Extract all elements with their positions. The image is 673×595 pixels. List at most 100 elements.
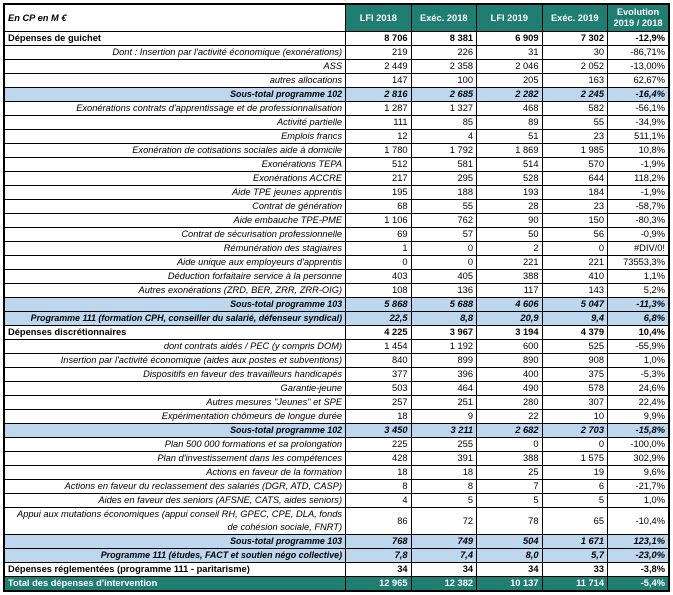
value-cell: 1 192 xyxy=(410,339,478,354)
value-cell: 23 xyxy=(541,129,609,144)
column-header-lfi-2018: LFI 2018 xyxy=(345,3,412,32)
value-cell: 23 xyxy=(541,199,609,214)
row-label: autres allocations xyxy=(3,73,347,88)
table-row: Aides en faveur des seniors (AFSNE, CATS… xyxy=(3,493,670,508)
value-cell: 251 xyxy=(410,395,478,410)
value-cell: 375 xyxy=(541,367,609,382)
value-cell: 0 xyxy=(345,255,412,270)
value-cell: 3 211 xyxy=(410,423,478,438)
table-row: Sous-total programme 102 2 816 2 685 2 282 2… xyxy=(3,87,670,102)
row-label: Dispositifs en faveur des travailleurs h… xyxy=(3,367,347,382)
value-cell: 28 xyxy=(476,199,543,214)
table-row: Emplois francs 12 4 51 23 511,1% xyxy=(3,129,670,144)
value-cell: 7 xyxy=(476,479,543,494)
value-cell: 55 xyxy=(541,115,609,130)
evolution-value: -16,4% xyxy=(607,87,670,102)
value-cell: 31 xyxy=(476,45,543,60)
value-cell: 600 xyxy=(476,339,543,354)
table-row: Plan d'investissement dans les compétenc… xyxy=(3,451,670,466)
value-cell: 1 287 xyxy=(345,101,412,116)
value-cell: 10 xyxy=(541,409,609,424)
value-cell: 8 706 xyxy=(345,31,412,46)
value-cell: 1 780 xyxy=(345,143,412,158)
value-cell: 111 xyxy=(345,115,412,130)
evolution-value: -5,3% xyxy=(607,367,670,382)
evolution-value: -58,7% xyxy=(607,199,670,214)
evolution-value: 1,0% xyxy=(607,353,670,368)
value-cell: 195 xyxy=(345,185,412,200)
value-cell: 50 xyxy=(476,227,543,242)
value-cell: 503 xyxy=(345,381,412,396)
value-cell: 3 194 xyxy=(476,325,543,340)
table-row: Aide embauche TPE-PME 1 106 762 90 150 -80,3% xyxy=(3,213,670,228)
value-cell: 578 xyxy=(541,381,609,396)
value-cell: 5 xyxy=(541,493,609,508)
value-cell: 2 046 xyxy=(476,59,543,74)
table-row: Appui aux mutations économiques (appui c… xyxy=(3,507,670,535)
table-row: Programme 111 (formation CPH, conseiller… xyxy=(3,311,670,326)
value-cell: 5 688 xyxy=(410,297,478,312)
value-cell: 307 xyxy=(541,395,609,410)
value-cell: 514 xyxy=(476,157,543,172)
value-cell: 19 xyxy=(541,465,609,480)
value-cell: 257 xyxy=(345,395,412,410)
value-cell: 377 xyxy=(345,367,412,382)
value-cell: 7,8 xyxy=(345,548,412,563)
value-cell: 90 xyxy=(476,213,543,228)
budget-table: En CP en M € LFI 2018 Exéc. 2018 LFI 201… xyxy=(3,3,670,592)
evolution-value: -11,3% xyxy=(607,297,670,312)
value-cell: 34 xyxy=(345,562,412,577)
value-cell: 34 xyxy=(476,562,543,577)
value-cell: 85 xyxy=(410,115,478,130)
table-row: Dépenses discrétionnaires 4 225 3 967 3 194… xyxy=(3,325,670,340)
row-label: ASS xyxy=(3,59,347,74)
value-cell: 0 xyxy=(410,255,478,270)
row-label: Garantie-jeune xyxy=(3,381,347,396)
table-row: Dépenses réglementées (programme 111 - p… xyxy=(3,562,670,577)
row-label: Dépenses discrétionnaires xyxy=(3,325,347,340)
table-row: Déduction forfaitaire service à la perso… xyxy=(3,269,670,284)
value-cell: 2 449 xyxy=(345,59,412,74)
evolution-value: 9,9% xyxy=(607,409,670,424)
value-cell: 117 xyxy=(476,283,543,298)
row-label: dont contrats aidés / PEC (y compris DOM… xyxy=(3,339,347,354)
evolution-value: 10,4% xyxy=(607,325,670,340)
evolution-value: 10,8% xyxy=(607,143,670,158)
row-label: Contrat de génération xyxy=(3,199,347,214)
value-cell: 768 xyxy=(345,534,412,549)
row-label: Dépenses de guichet xyxy=(3,31,347,46)
row-label: Actions en faveur du reclassement des sa… xyxy=(3,479,347,494)
table-row: Autres mesures "Jeunes" et SPE 257 251 280 3… xyxy=(3,395,670,410)
column-header-exec-2019: Exéc. 2019 xyxy=(541,3,609,32)
row-label: Actions en faveur de la formation xyxy=(3,465,347,480)
value-cell: 2 685 xyxy=(410,87,478,102)
value-cell: 12 965 xyxy=(345,576,412,592)
evolution-value: -100,0% xyxy=(607,437,670,452)
table-row: Autres exonérations (ZRD, BER, ZRR, ZRR-… xyxy=(3,283,670,298)
evolution-header-line1: Evolution xyxy=(616,7,660,17)
value-cell: 150 xyxy=(541,213,609,228)
value-cell: 391 xyxy=(410,451,478,466)
evolution-value: -55,9% xyxy=(607,339,670,354)
value-cell: 388 xyxy=(476,269,543,284)
evolution-value: -12,9% xyxy=(607,31,670,46)
value-cell: 405 xyxy=(410,269,478,284)
value-cell: 1 671 xyxy=(541,534,609,549)
value-cell: 6 909 xyxy=(476,31,543,46)
value-cell: 644 xyxy=(541,171,609,186)
corner-header: En CP en M € xyxy=(3,3,347,32)
value-cell: 22 xyxy=(476,409,543,424)
value-cell: 4 606 xyxy=(476,297,543,312)
value-cell: 5 047 xyxy=(541,297,609,312)
evolution-value: 5,2% xyxy=(607,283,670,298)
value-cell: 0 xyxy=(541,241,609,256)
value-cell: 0 xyxy=(541,437,609,452)
column-header-exec-2018: Exéc. 2018 xyxy=(410,3,478,32)
evolution-value: -80,3% xyxy=(607,213,670,228)
value-cell: 0 xyxy=(410,241,478,256)
table-row: Rémunération des stagiaires 1 0 2 0 #DIV/0! xyxy=(3,241,670,256)
value-cell: 22,5 xyxy=(345,311,412,326)
value-cell: 1 106 xyxy=(345,213,412,228)
table-row: Contrat de sécurisation professionnelle 6… xyxy=(3,227,670,242)
